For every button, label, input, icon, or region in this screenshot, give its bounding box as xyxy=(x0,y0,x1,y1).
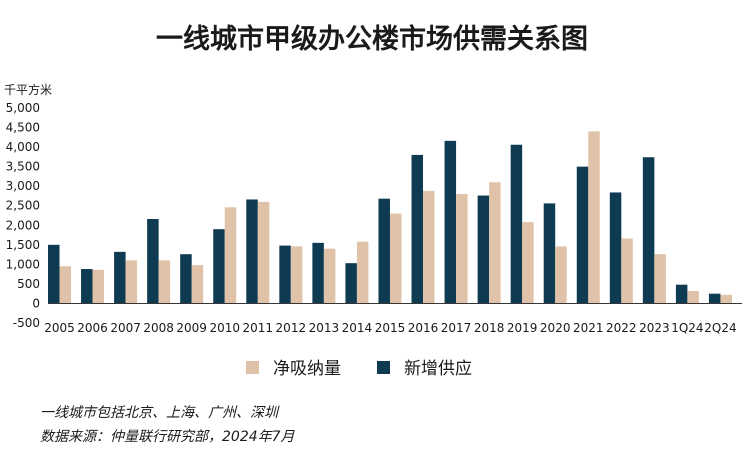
y-tick-label: 1,000 xyxy=(6,257,40,271)
bar-new-supply-2013 xyxy=(312,242,324,304)
y-axis-label: 千平方米 xyxy=(4,82,52,97)
x-axis-ticks: 2005 2006 2007 2008 2009 2010 2011 2012 2013 2014… xyxy=(44,321,736,335)
x-tick-label: 2012 xyxy=(276,321,307,335)
x-tick-label: 2008 xyxy=(143,321,174,335)
x-tick-label: 2011 xyxy=(243,321,274,335)
x-tick-label: 2013 xyxy=(309,321,340,335)
y-tick-label: 5,000 xyxy=(6,101,40,115)
x-tick-label: 2023 xyxy=(639,321,670,335)
legend: 净吸纳量 新增供应 xyxy=(246,359,472,379)
note-source: 数据来源：仲量联行研究部，2024年7月 xyxy=(40,429,295,445)
x-tick-label: 2017 xyxy=(441,321,472,335)
bar-new-supply-2009 xyxy=(180,254,192,304)
bar-new-supply-2018 xyxy=(477,195,490,304)
bar-net-absorption-2016 xyxy=(423,190,435,304)
bar-net-absorption-2017 xyxy=(456,194,468,304)
bar-new-supply-2014 xyxy=(345,263,357,304)
bar-net-absorption-2013 xyxy=(323,248,336,304)
x-tick-label: 2006 xyxy=(77,321,108,335)
x-tick-label: 2022 xyxy=(606,321,637,335)
bar-net-absorption-2023 xyxy=(654,254,666,304)
bar-net-absorption-2020 xyxy=(555,246,567,304)
y-tick-label: 4,000 xyxy=(6,140,40,154)
x-tick-label: 2Q24 xyxy=(704,321,736,335)
bar-net-absorption-2009 xyxy=(191,265,204,304)
bar-net-absorption-2Q24 xyxy=(720,294,732,304)
y-axis-ticks: -500 0 500 1,000 1,500 2,000 2,500 3,000 3,500 4,… xyxy=(6,101,40,330)
y-tick-label: 3,500 xyxy=(6,160,40,174)
chart-title: 一线城市甲级办公楼市场供需关系图 xyxy=(156,23,588,55)
y-tick-label: -500 xyxy=(13,316,40,330)
bar-new-supply-2005 xyxy=(48,244,60,304)
legend-label-net-absorption: 净吸纳量 xyxy=(273,359,341,379)
bar-net-absorption-2019 xyxy=(522,222,534,304)
y-tick-label: 2,500 xyxy=(6,199,40,213)
bar-net-absorption-1Q24 xyxy=(687,290,699,304)
note-cities: 一线城市包括北京、上海、广州、深圳 xyxy=(40,405,278,421)
bars xyxy=(48,131,732,304)
bar-new-supply-2011 xyxy=(246,199,258,304)
x-tick-label: 2014 xyxy=(342,321,373,335)
bar-net-absorption-2022 xyxy=(621,238,633,304)
bar-new-supply-2Q24 xyxy=(708,293,721,304)
y-tick-label: 2,000 xyxy=(6,218,40,232)
x-tick-label: 2018 xyxy=(474,321,505,335)
x-tick-label: 2015 xyxy=(375,321,406,335)
x-tick-label: 2010 xyxy=(209,321,240,335)
legend-swatch-new-supply xyxy=(377,361,390,374)
x-tick-label: 2019 xyxy=(507,321,538,335)
bar-new-supply-2022 xyxy=(609,192,622,304)
x-tick-label: 2005 xyxy=(44,321,75,335)
x-tick-label: 2016 xyxy=(408,321,439,335)
bar-net-absorption-2008 xyxy=(158,260,171,304)
bar-new-supply-2008 xyxy=(147,219,159,304)
bar-new-supply-2019 xyxy=(510,144,523,304)
bar-net-absorption-2006 xyxy=(92,269,105,304)
x-tick-label: 2007 xyxy=(110,321,141,335)
bar-net-absorption-2021 xyxy=(588,131,600,304)
bar-new-supply-2015 xyxy=(378,198,390,304)
bar-new-supply-2010 xyxy=(213,229,225,304)
bar-net-absorption-2018 xyxy=(489,182,501,304)
bar-net-absorption-2015 xyxy=(389,213,402,304)
bar-new-supply-2023 xyxy=(642,157,655,304)
legend-swatch-net-absorption xyxy=(246,361,259,374)
bar-net-absorption-2007 xyxy=(125,260,138,304)
legend-label-new-supply: 新增供应 xyxy=(404,359,472,379)
y-tick-label: 1,500 xyxy=(6,238,40,252)
x-tick-label: 2021 xyxy=(573,321,604,335)
bar-new-supply-2016 xyxy=(411,154,424,304)
bar-new-supply-2020 xyxy=(543,203,556,304)
x-tick-label: 2020 xyxy=(540,321,571,335)
bar-net-absorption-2010 xyxy=(224,207,237,304)
x-tick-label: 2009 xyxy=(176,321,207,335)
bar-net-absorption-2014 xyxy=(356,241,369,304)
y-tick-label: 3,000 xyxy=(6,179,40,193)
bar-net-absorption-2011 xyxy=(257,201,270,304)
y-tick-label: 0 xyxy=(32,296,40,310)
bar-new-supply-2006 xyxy=(81,269,93,304)
bar-new-supply-2017 xyxy=(444,140,457,304)
y-tick-label: 500 xyxy=(17,277,40,291)
bar-net-absorption-2005 xyxy=(59,266,71,304)
bar-net-absorption-2012 xyxy=(290,246,303,304)
bar-new-supply-2007 xyxy=(114,251,126,304)
bar-new-supply-1Q24 xyxy=(675,284,688,304)
bar-new-supply-2012 xyxy=(279,245,291,304)
bar-new-supply-2021 xyxy=(576,166,589,304)
x-tick-label: 1Q24 xyxy=(671,321,703,335)
y-tick-label: 4,500 xyxy=(6,121,40,135)
